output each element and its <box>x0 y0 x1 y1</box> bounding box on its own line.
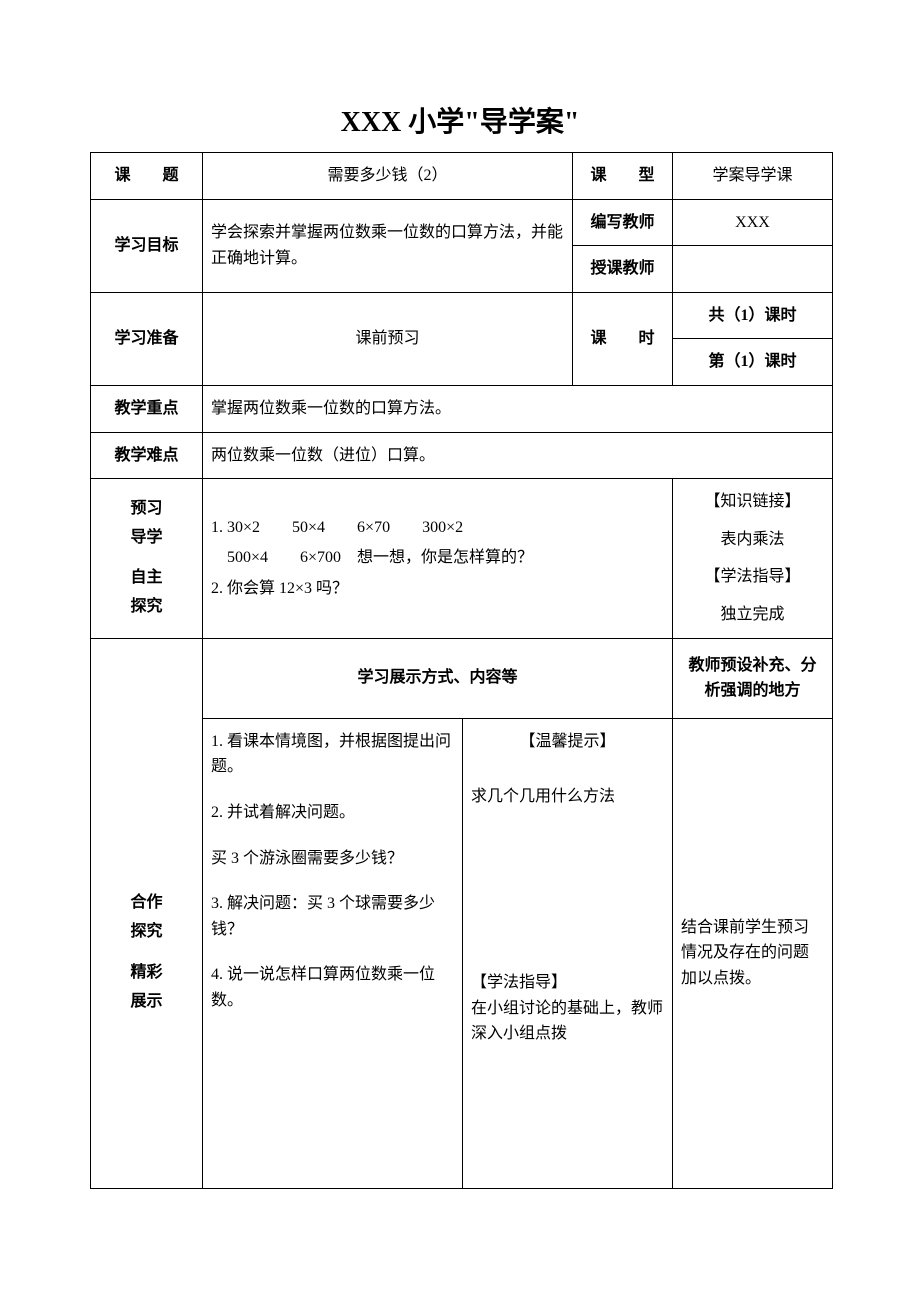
knowledge-link-title: 【知识链接】 <box>677 489 828 515</box>
page-title: XXX 小学"导学案" <box>90 100 830 140</box>
period-total: 共（1）课时 <box>673 292 833 339</box>
explore-hints: 【温馨提示】 求几个几用什么方法 【学法指导】 在小组讨论的基础上，教师深入小组… <box>463 718 673 1188</box>
explore-right: 结合课前学生预习情况及存在的问题加以点拨。 <box>673 718 833 1188</box>
preview-line3: 2. 你会算 12×3 吗？ <box>211 574 664 604</box>
header-right: 教师预设补充、分析强调的地方 <box>673 638 833 718</box>
label-explore: 合作 探究 精彩 展示 <box>91 718 203 1188</box>
goal-value: 学会探索并掌握两位数乘一位数的口算方法，并能正确地计算。 <box>203 199 573 292</box>
header-mid: 学习展示方式、内容等 <box>203 638 673 718</box>
method-guide-text: 独立完成 <box>677 602 828 628</box>
label-explore-4: 展示 <box>99 988 194 1017</box>
teacher-value <box>673 246 833 293</box>
knowledge-link-text: 表内乘法 <box>677 527 828 553</box>
lesson-plan-table: 课 题 需要多少钱（2） 课 型 学案导学课 学习目标 学会探索并掌握两位数乘一… <box>90 152 833 1189</box>
method-guide-title: 【学法指导】 <box>677 564 828 590</box>
hint-text: 求几个几用什么方法 <box>471 784 664 810</box>
explore-p5: 4. 说一说怎样口算两位数乘一位数。 <box>211 962 454 1013</box>
preview-content: 1. 30×2 50×4 6×70 300×2 500×4 6×700 想一想，… <box>203 479 673 638</box>
label-preview-4: 探究 <box>99 593 194 622</box>
method-text: 在小组讨论的基础上，教师深入小组点拨 <box>471 996 664 1047</box>
explore-p3: 买 3 个游泳圈需要多少钱？ <box>211 846 454 872</box>
explore-p2: 2. 并试着解决问题。 <box>211 800 454 826</box>
label-period: 课 时 <box>573 292 673 385</box>
label-goal: 学习目标 <box>91 199 203 292</box>
label-preview-3: 自主 <box>99 564 194 593</box>
preview-guide: 【知识链接】 表内乘法 【学法指导】 独立完成 <box>673 479 833 638</box>
label-explore-1: 合作 <box>99 889 194 918</box>
author-value: XXX <box>673 199 833 246</box>
label-preview: 预习 导学 自主 探究 <box>91 479 203 638</box>
explore-content: 1. 看课本情境图，并根据图提出问题。 2. 并试着解决问题。 买 3 个游泳圈… <box>203 718 463 1188</box>
preview-line2: 500×4 6×700 想一想，你是怎样算的？ <box>211 543 664 573</box>
period-current: 第（1）课时 <box>673 339 833 386</box>
explore-p1: 1. 看课本情境图，并根据图提出问题。 <box>211 729 454 780</box>
label-preview-1: 预习 <box>99 495 194 524</box>
label-type: 课 型 <box>573 153 673 200</box>
difficulty-value: 两位数乘一位数（进位）口算。 <box>203 432 833 479</box>
label-teacher: 授课教师 <box>573 246 673 293</box>
topic-value: 需要多少钱（2） <box>203 153 573 200</box>
label-prep: 学习准备 <box>91 292 203 385</box>
hint-title: 【温馨提示】 <box>471 729 664 755</box>
label-author: 编写教师 <box>573 199 673 246</box>
label-difficulty: 教学难点 <box>91 432 203 479</box>
label-explore-2: 探究 <box>99 918 194 947</box>
prep-value: 课前预习 <box>203 292 573 385</box>
preview-line1: 1. 30×2 50×4 6×70 300×2 <box>211 513 664 543</box>
header-empty <box>91 638 203 718</box>
keypoint-value: 掌握两位数乘一位数的口算方法。 <box>203 385 833 432</box>
label-keypoint: 教学重点 <box>91 385 203 432</box>
label-explore-3: 精彩 <box>99 959 194 988</box>
method-title: 【学法指导】 <box>471 970 664 996</box>
label-preview-2: 导学 <box>99 524 194 553</box>
label-topic: 课 题 <box>91 153 203 200</box>
type-value: 学案导学课 <box>673 153 833 200</box>
explore-p4: 3. 解决问题：买 3 个球需要多少钱？ <box>211 891 454 942</box>
